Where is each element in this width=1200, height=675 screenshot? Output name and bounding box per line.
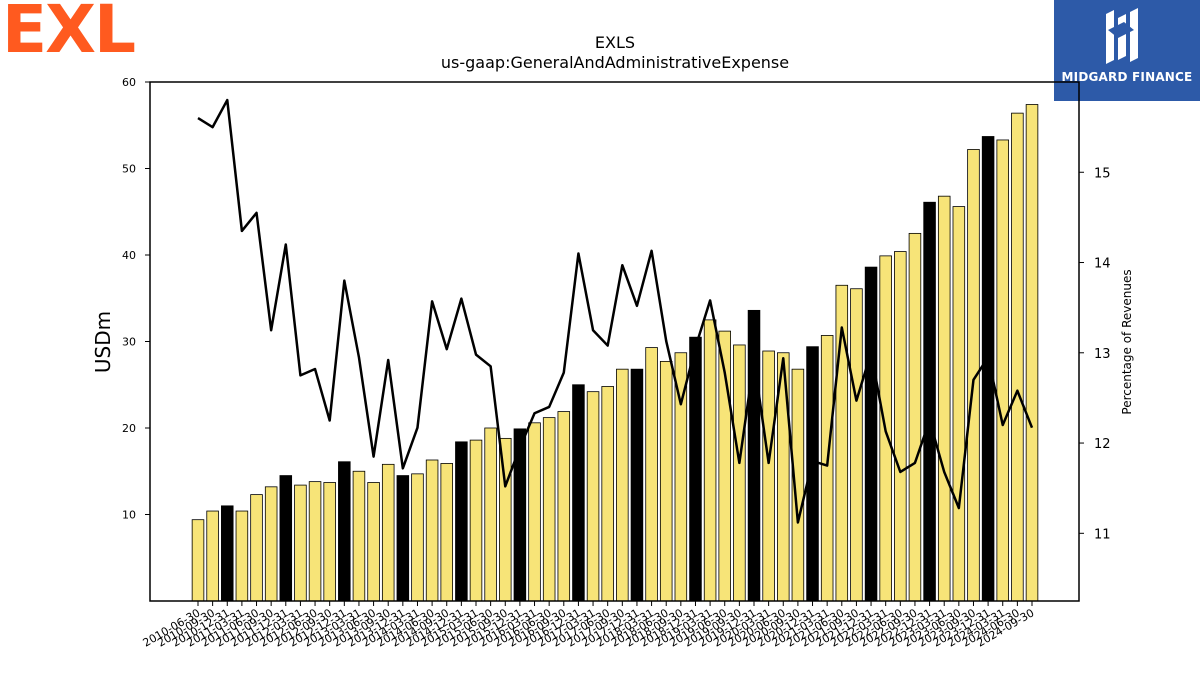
bar: [250, 494, 263, 602]
bar: [1011, 112, 1024, 602]
bar: [1025, 104, 1039, 602]
bar: [542, 417, 556, 602]
bar: [689, 336, 702, 602]
bar: [981, 136, 995, 602]
midgard-mark-icon: [1106, 8, 1138, 64]
bar: [294, 484, 307, 602]
bar: [616, 368, 629, 602]
bar: [572, 384, 585, 602]
bar: [396, 475, 410, 602]
exl-logo-text: EXL: [2, 0, 135, 58]
bar: [367, 482, 380, 602]
bar: [601, 386, 614, 602]
bar: [235, 510, 249, 602]
bar: [381, 463, 395, 602]
bar: [528, 422, 541, 602]
bar: [557, 411, 571, 602]
bar: [279, 475, 293, 602]
y2-tick-label: 12: [1094, 437, 1111, 452]
y-tick-label: 20: [122, 422, 136, 435]
y-tick-label: 40: [122, 249, 136, 262]
bar: [630, 368, 644, 602]
bar: [923, 201, 936, 602]
bar: [206, 510, 219, 602]
y-tick-label: 50: [122, 163, 136, 176]
bar: [733, 344, 746, 602]
y2-tick-label: 15: [1094, 166, 1111, 181]
bar: [850, 288, 863, 602]
y-tick-label: 60: [122, 76, 136, 89]
bar: [747, 309, 761, 602]
bar: [469, 439, 483, 602]
y-tick-label: 30: [122, 336, 136, 349]
y-axis-label: USDm: [91, 311, 115, 373]
bar: [952, 206, 966, 602]
y2-tick-label: 14: [1094, 257, 1111, 272]
bar: [338, 461, 351, 602]
midgard-finance-logo-text: MIDGARD FINANCE: [1061, 70, 1193, 84]
bar: [894, 251, 907, 602]
bar: [703, 319, 717, 602]
bar: [455, 441, 468, 602]
bar: [645, 347, 658, 602]
y2-axis-label: Percentage of Revenues: [1120, 269, 1134, 414]
bar: [484, 427, 497, 602]
plot-area: 10203040506011121314152010-06-302010-09-…: [122, 76, 1111, 650]
chart-title: EXLS: [595, 33, 635, 52]
percentage-line: [197, 98, 1034, 524]
bar: [352, 470, 366, 602]
bar: [323, 482, 336, 602]
bar: [996, 139, 1009, 602]
y2-tick-label: 11: [1094, 527, 1111, 542]
bar: [264, 486, 278, 602]
exl-logo: EXL: [2, 0, 142, 68]
chart-subtitle: us-gaap:GeneralAndAdministrativeExpense: [441, 53, 789, 72]
bar: [586, 391, 600, 602]
bar: [820, 335, 834, 602]
bar: [908, 232, 922, 602]
midgard-finance-logo: MIDGARD FINANCE: [1054, 0, 1200, 101]
bar: [937, 195, 951, 602]
bar: [762, 350, 775, 602]
y-tick-label: 10: [122, 509, 136, 522]
bar: [440, 463, 453, 602]
y2-tick-label: 13: [1094, 347, 1111, 362]
bar: [411, 473, 424, 602]
bar: [221, 505, 234, 602]
bar: [191, 519, 205, 602]
bar: [513, 428, 527, 602]
bar: [425, 459, 439, 602]
bar: [864, 266, 878, 602]
bar: [308, 481, 322, 602]
bar: [659, 360, 673, 602]
